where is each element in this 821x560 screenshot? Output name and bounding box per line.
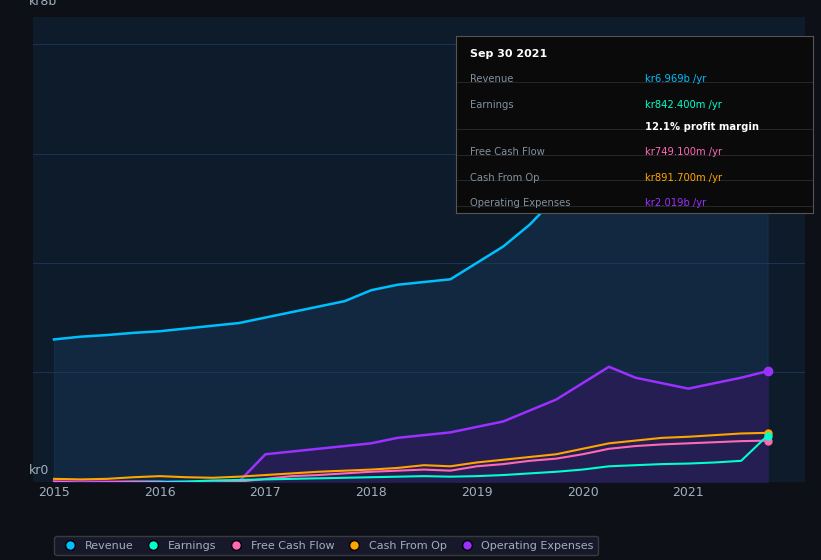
Text: kr0: kr0 [29,464,49,477]
Text: 12.1% profit margin: 12.1% profit margin [645,122,759,132]
Text: kr842.400m /yr: kr842.400m /yr [645,100,722,110]
Text: Earnings: Earnings [470,100,514,110]
Text: kr891.700m /yr: kr891.700m /yr [645,173,722,183]
Text: kr8b: kr8b [29,0,57,7]
Text: Sep 30 2021: Sep 30 2021 [470,49,547,59]
Text: Revenue: Revenue [470,74,513,85]
Text: Free Cash Flow: Free Cash Flow [470,147,544,157]
Text: Operating Expenses: Operating Expenses [470,198,571,208]
Text: kr6.969b /yr: kr6.969b /yr [645,74,706,85]
Text: kr2.019b /yr: kr2.019b /yr [645,198,706,208]
Text: Cash From Op: Cash From Op [470,173,539,183]
Legend: Revenue, Earnings, Free Cash Flow, Cash From Op, Operating Expenses: Revenue, Earnings, Free Cash Flow, Cash … [54,536,598,555]
Text: kr749.100m /yr: kr749.100m /yr [645,147,722,157]
